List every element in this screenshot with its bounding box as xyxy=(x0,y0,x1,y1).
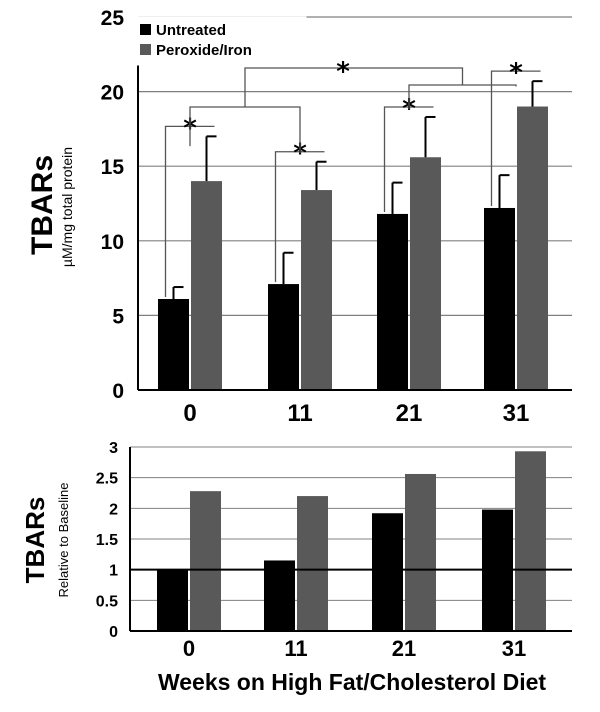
legend-swatch-untreated xyxy=(140,24,151,35)
bar-untreated xyxy=(264,560,295,631)
legend-label-peroxide-iron: Peroxide/Iron xyxy=(156,42,252,59)
top-x-tick-label: 11 xyxy=(287,400,312,427)
significance-bracket xyxy=(164,125,215,297)
bottom-y-tick-label: 0 xyxy=(109,624,118,641)
bottom-chart-panel: 0 0.5 1 1.5 2 2.5 3 0 11 21 31 TBARs Relative to … xyxy=(20,440,572,661)
top-ylabel: TBARs xyxy=(26,155,59,255)
top-error-bars xyxy=(172,80,543,299)
bottom-ylabel: TBARs xyxy=(20,497,50,584)
x-axis-label: Weeks on High Fat/Cholesterol Diet xyxy=(158,669,546,695)
bottom-y-tick-label: 1 xyxy=(109,563,118,580)
top-y-tick-labels: 0 5 10 15 20 25 xyxy=(101,7,125,403)
bar-untreated xyxy=(377,213,408,390)
bar-peroxide-iron xyxy=(190,491,221,631)
bottom-y-tick-label: 2.5 xyxy=(96,471,118,488)
significance-star: * xyxy=(509,58,523,88)
top-significance-brackets: ***** xyxy=(164,57,541,297)
bar-peroxide-iron xyxy=(515,451,546,631)
group-bracket-late xyxy=(408,84,517,110)
bottom-y-tick-label: 1.5 xyxy=(96,532,118,549)
bottom-x-tick-label: 31 xyxy=(502,636,526,661)
top-x-tick-label: 0 xyxy=(183,400,196,427)
top-y-tick-label: 10 xyxy=(101,231,124,254)
bar-untreated xyxy=(157,569,188,631)
bottom-ylabel-sub: Relative to Baseline xyxy=(56,483,71,598)
bar-untreated xyxy=(158,298,189,390)
legend-box xyxy=(133,16,307,66)
top-x-tick-label: 21 xyxy=(396,400,423,427)
bottom-y-tick-label: 2 xyxy=(109,501,118,518)
top-y-tick-label: 5 xyxy=(112,305,124,328)
bar-peroxide-iron xyxy=(297,496,328,631)
top-y-tick-label: 0 xyxy=(112,380,124,403)
top-bars xyxy=(158,106,548,391)
significance-bracket xyxy=(383,106,434,212)
significance-bracket xyxy=(274,151,325,283)
legend-swatch-peroxide-iron xyxy=(140,44,151,55)
bottom-axes xyxy=(129,447,572,632)
overall-bracket xyxy=(244,67,464,107)
bottom-x-tick-label: 11 xyxy=(284,636,307,661)
significance-bracket xyxy=(490,70,541,206)
bar-untreated xyxy=(372,513,403,631)
bar-peroxide-iron xyxy=(410,157,441,390)
top-y-tick-label: 15 xyxy=(101,156,125,179)
bar-peroxide-iron xyxy=(301,190,332,390)
significance-star: * xyxy=(293,139,307,169)
bar-untreated xyxy=(268,284,299,390)
bottom-x-tick-labels: 0 11 21 31 xyxy=(183,636,526,661)
top-y-tick-label: 20 xyxy=(101,82,124,105)
bar-peroxide-iron xyxy=(191,181,222,390)
bottom-y-tick-label: 0.5 xyxy=(96,593,118,610)
bottom-x-tick-label: 0 xyxy=(183,636,195,661)
legend: Untreated Peroxide/Iron xyxy=(133,16,307,66)
top-y-tick-label: 25 xyxy=(101,7,125,30)
bar-peroxide-iron xyxy=(517,106,548,391)
overall-significance-star: * xyxy=(336,57,350,87)
legend-label-untreated: Untreated xyxy=(156,22,226,39)
bar-peroxide-iron xyxy=(405,473,436,631)
bottom-y-tick-label: 3 xyxy=(109,440,118,457)
top-axes xyxy=(137,17,572,391)
bar-untreated xyxy=(484,207,515,390)
top-ylabel-sub: µM/mg total protein xyxy=(59,147,75,267)
top-x-tick-label: 31 xyxy=(503,400,530,427)
bottom-y-tick-labels: 0 0.5 1 1.5 2 2.5 3 xyxy=(96,440,118,641)
top-x-tick-labels: 0 11 21 31 xyxy=(183,400,529,427)
bottom-bars xyxy=(157,451,546,631)
bottom-x-tick-label: 21 xyxy=(392,636,416,661)
